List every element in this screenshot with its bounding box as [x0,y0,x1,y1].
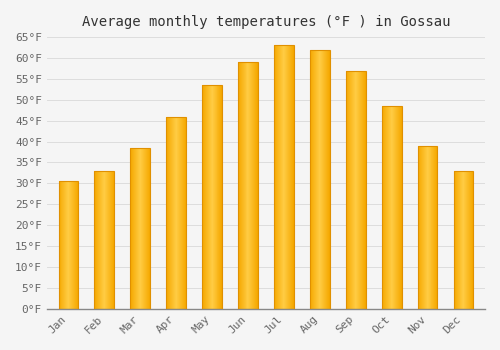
Bar [58,181,78,309]
Title: Average monthly temperatures (°F ) in Gossau: Average monthly temperatures (°F ) in Go… [82,15,450,29]
Bar [238,62,258,309]
Bar [130,148,150,309]
Bar [166,117,186,309]
Bar [94,171,114,309]
Bar [202,85,222,309]
Bar [274,46,294,309]
Bar [454,171,473,309]
Bar [310,50,330,309]
Bar [418,146,438,309]
Bar [346,71,366,309]
Bar [382,106,402,309]
